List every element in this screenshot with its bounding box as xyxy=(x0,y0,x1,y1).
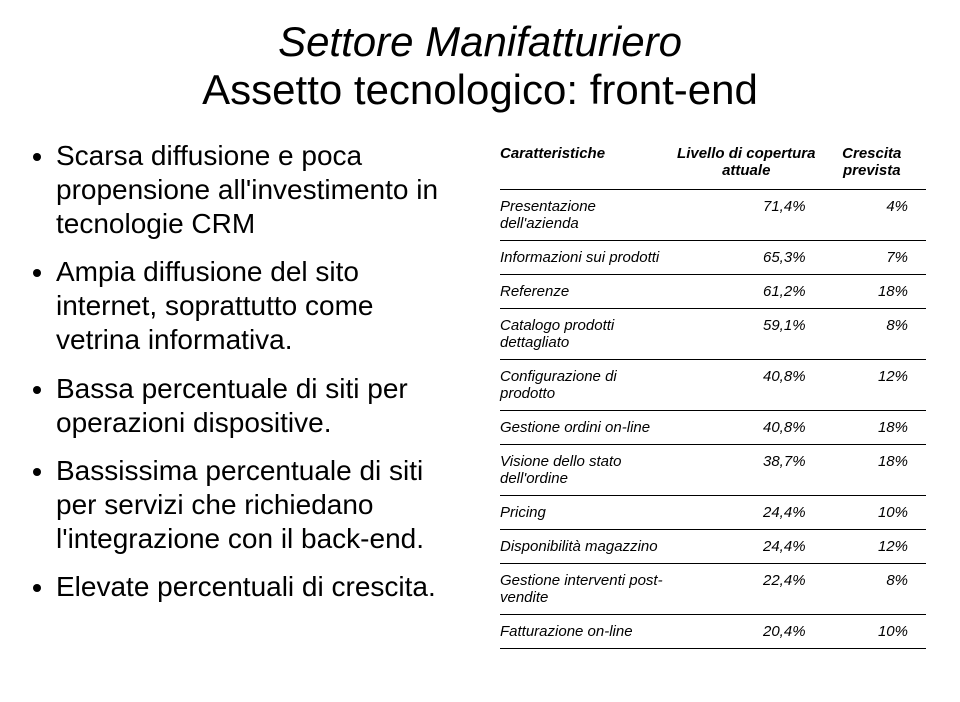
title-line-2: Assetto tecnologico: front-end xyxy=(34,66,926,114)
table-row: Configurazione di prodotto 40,8% 12% xyxy=(500,359,926,410)
col-header-crescita: Crescita prevista xyxy=(824,139,926,190)
row-value-2: 10% xyxy=(824,495,926,529)
row-value-1: 24,4% xyxy=(675,495,824,529)
row-label: Disponibilità magazzino xyxy=(500,529,675,563)
title-block: Settore Manifatturiero Assetto tecnologi… xyxy=(34,18,926,115)
row-value-1: 20,4% xyxy=(675,614,824,648)
characteristics-table: Caratteristiche Livello di copertura att… xyxy=(500,139,926,649)
table-header-row: Caratteristiche Livello di copertura att… xyxy=(500,139,926,190)
row-label: Catalogo prodotti dettagliato xyxy=(500,308,675,359)
row-value-2: 8% xyxy=(824,308,926,359)
row-label: Referenze xyxy=(500,274,675,308)
slide: Settore Manifatturiero Assetto tecnologi… xyxy=(0,0,960,702)
table-column: Caratteristiche Livello di copertura att… xyxy=(500,139,926,649)
row-value-2: 10% xyxy=(824,614,926,648)
content-columns: Scarsa diffusione e poca propensione all… xyxy=(34,139,926,649)
table-row: Pricing 24,4% 10% xyxy=(500,495,926,529)
row-value-2: 18% xyxy=(824,274,926,308)
list-item: Bassa percentuale di siti per operazioni… xyxy=(56,372,464,440)
bullet-list: Scarsa diffusione e poca propensione all… xyxy=(34,139,464,605)
table-row: Visione dello stato dell'ordine 38,7% 18… xyxy=(500,444,926,495)
list-item: Bassissima percentuale di siti per servi… xyxy=(56,454,464,556)
table-row: Presentazione dell'azienda 71,4% 4% xyxy=(500,189,926,240)
table-row: Gestione interventi post-vendite 22,4% 8… xyxy=(500,563,926,614)
row-value-1: 22,4% xyxy=(675,563,824,614)
row-value-2: 18% xyxy=(824,410,926,444)
table-row: Gestione ordini on-line 40,8% 18% xyxy=(500,410,926,444)
table-row: Catalogo prodotti dettagliato 59,1% 8% xyxy=(500,308,926,359)
row-label: Pricing xyxy=(500,495,675,529)
table-row: Fatturazione on-line 20,4% 10% xyxy=(500,614,926,648)
list-item: Scarsa diffusione e poca propensione all… xyxy=(56,139,464,241)
title-line-1: Settore Manifatturiero xyxy=(34,18,926,66)
row-label: Fatturazione on-line xyxy=(500,614,675,648)
table-row: Informazioni sui prodotti 65,3% 7% xyxy=(500,240,926,274)
list-item: Ampia diffusione del sito internet, sopr… xyxy=(56,255,464,357)
row-value-2: 4% xyxy=(824,189,926,240)
bullet-column: Scarsa diffusione e poca propensione all… xyxy=(34,139,464,649)
row-label: Presentazione dell'azienda xyxy=(500,189,675,240)
row-label: Informazioni sui prodotti xyxy=(500,240,675,274)
col-header-livello: Livello di copertura attuale xyxy=(675,139,824,190)
row-value-1: 24,4% xyxy=(675,529,824,563)
row-value-1: 38,7% xyxy=(675,444,824,495)
row-value-1: 59,1% xyxy=(675,308,824,359)
table-row: Disponibilità magazzino 24,4% 12% xyxy=(500,529,926,563)
row-value-1: 40,8% xyxy=(675,410,824,444)
row-value-2: 8% xyxy=(824,563,926,614)
row-label: Configurazione di prodotto xyxy=(500,359,675,410)
row-label: Gestione interventi post-vendite xyxy=(500,563,675,614)
table-row: Referenze 61,2% 18% xyxy=(500,274,926,308)
row-value-2: 12% xyxy=(824,359,926,410)
row-value-2: 12% xyxy=(824,529,926,563)
row-value-1: 71,4% xyxy=(675,189,824,240)
row-value-1: 61,2% xyxy=(675,274,824,308)
col-header-caratteristiche: Caratteristiche xyxy=(500,139,675,190)
row-label: Gestione ordini on-line xyxy=(500,410,675,444)
row-label: Visione dello stato dell'ordine xyxy=(500,444,675,495)
row-value-1: 65,3% xyxy=(675,240,824,274)
row-value-1: 40,8% xyxy=(675,359,824,410)
row-value-2: 18% xyxy=(824,444,926,495)
row-value-2: 7% xyxy=(824,240,926,274)
list-item: Elevate percentuali di crescita. xyxy=(56,570,464,604)
